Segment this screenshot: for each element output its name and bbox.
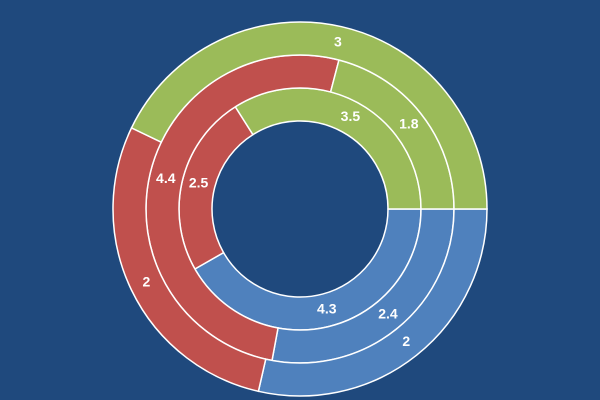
data-label: 4.3 (317, 301, 337, 317)
data-label: 4.4 (156, 170, 176, 186)
data-label: 3.5 (341, 108, 361, 124)
ring-segment (130, 21, 488, 210)
data-label: 2.5 (189, 174, 209, 190)
data-label: 2.4 (378, 305, 398, 321)
data-label: 3 (334, 33, 342, 49)
data-label: 1.8 (399, 116, 419, 132)
data-label: 2 (402, 333, 410, 349)
data-label: 2 (142, 274, 150, 290)
